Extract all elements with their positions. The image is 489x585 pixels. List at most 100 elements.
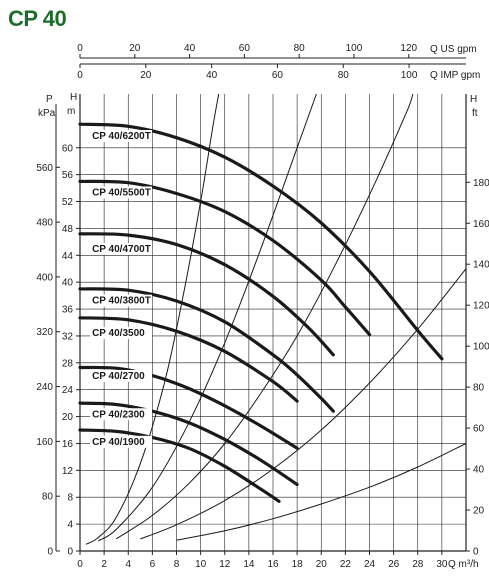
pump-curve: [78, 287, 335, 413]
y-ft-tick-label: 80: [473, 383, 485, 394]
y-head-tick-label: 8: [67, 493, 73, 504]
imp-gpm-tick-label: 100: [401, 70, 418, 81]
y-head-tick-label: 56: [62, 170, 74, 181]
y-ft-tick-label: 100: [473, 342, 489, 353]
x-tick-label: 2: [101, 559, 107, 570]
y-head-axis-label: H: [70, 92, 77, 103]
x-tick-label: 12: [219, 559, 231, 570]
y-head-tick-label: 32: [62, 331, 74, 342]
us-gpm-tick-label: 60: [239, 43, 251, 54]
y-head-tick-label: 52: [62, 197, 74, 208]
x-tick-label: 24: [364, 559, 376, 570]
pump-curve-label: CP 40/3500: [92, 328, 145, 339]
pump-curve-label: CP 40/5500T: [92, 187, 151, 198]
pump-curve-label-bg: [90, 130, 153, 143]
y-head-tick-label: 24: [62, 385, 74, 396]
y-ft-tick-label: 140: [473, 260, 489, 271]
page-title: CP 40: [8, 6, 67, 31]
pressure-tick-label: 480: [36, 218, 53, 229]
us-gpm-tick-label: 40: [184, 43, 196, 54]
pressure-tick-label: 0: [47, 547, 53, 558]
pump-curve: [78, 365, 299, 450]
y-ft-tick-label: 40: [473, 465, 485, 476]
pump-curve: [78, 401, 299, 487]
y-head-tick-label: 36: [62, 305, 74, 316]
us-gpm-tick-label: 120: [400, 43, 417, 54]
x-tick-label: 20: [316, 559, 328, 570]
pressure-tick-label: 80: [42, 492, 54, 503]
x-tick-label: 26: [388, 559, 400, 570]
system-curve: [97, 93, 317, 542]
imp-gpm-tick-label: 60: [272, 70, 284, 81]
pump-curve-label: CP 40/4700T: [92, 244, 151, 255]
x-tick-label: 16: [267, 559, 279, 570]
pump-curve: [78, 428, 281, 503]
system-curve: [115, 93, 414, 540]
pump-curve: [78, 179, 372, 337]
pump-curve-label-bg: [90, 186, 153, 199]
axes: [55, 54, 470, 555]
y-head-tick-label: 0: [67, 547, 73, 558]
imp-gpm-tick-label: 40: [206, 70, 218, 81]
y-head-tick-label: 28: [62, 358, 74, 369]
pump-curve-label: CP 40/6200T: [92, 131, 151, 142]
pressure-tick-label: 240: [36, 382, 53, 393]
y-head-tick-label: 12: [62, 466, 74, 477]
pump-curve-label: CP 40/2700: [92, 371, 145, 382]
y-head-tick-label: 4: [67, 520, 73, 531]
us-gpm-tick-label: 100: [346, 43, 363, 54]
y-ft-tick-label: 60: [473, 424, 485, 435]
pressure-tick-label: 320: [36, 327, 53, 338]
us-gpm-tick-label: 20: [129, 43, 141, 54]
x-tick-label: 10: [195, 559, 207, 570]
y-head-tick-label: 16: [62, 439, 74, 450]
x-tick-label: 18: [292, 559, 304, 570]
y-ft-axis-unit: ft: [472, 108, 478, 119]
y-head-tick-label: 40: [62, 278, 74, 289]
pressure-tick-label: 560: [36, 163, 53, 174]
pump-curve-label-bg: [90, 294, 153, 307]
y-head-tick-label: 60: [62, 143, 74, 154]
x-tick-label: 14: [243, 559, 255, 570]
pump-curve: [78, 232, 335, 357]
pump-curves: CP 40/6200T CP 40/5500T CP 40/4700T CP 40/3…: [78, 122, 444, 503]
pump-curve-label-bg: [90, 326, 153, 339]
imp-gpm-tick-label: 0: [77, 70, 83, 81]
axis-labels: 0 2 4 6 8 10 12 14 16 18 20 22 24 26 28 30 Q m³/h0481216…: [36, 43, 489, 570]
pump-curve-label-bg: [90, 408, 153, 421]
x-tick-label: 28: [412, 559, 424, 570]
us-gpm-axis-label: Q US gpm: [430, 44, 477, 55]
system-curve: [176, 443, 467, 541]
us-gpm-tick-label: 80: [294, 43, 306, 54]
pump-curve: [78, 122, 444, 361]
y-ft-tick-label: 180: [473, 178, 489, 189]
grid: [79, 94, 467, 552]
y-ft-tick-label: 0: [473, 547, 479, 558]
pump-curve-label-bg: [90, 242, 153, 255]
pressure-tick-label: 400: [36, 272, 53, 283]
y-ft-tick-label: 20: [473, 506, 485, 517]
x-tick-label: 0: [77, 559, 83, 570]
y-head-tick-label: 48: [62, 224, 74, 235]
pressure-tick-label: 160: [36, 437, 53, 448]
pump-curve-label: CP 40/3800T: [92, 296, 151, 307]
y-head-axis-unit: m: [67, 106, 75, 117]
x-tick-label: 30: [436, 559, 448, 570]
pump-curve-label-bg: [90, 435, 153, 448]
x-tick-label: 4: [125, 559, 131, 570]
y-ft-axis-label: H: [470, 94, 477, 105]
y-head-tick-label: 20: [62, 412, 74, 423]
x-tick-label: 8: [174, 559, 180, 570]
y-ft-tick-label: 120: [473, 301, 489, 312]
pressure-axis-unit: kPa: [38, 108, 56, 119]
pump-curve-label: CP 40/1900: [92, 437, 145, 448]
y-ft-tick-label: 160: [473, 219, 489, 230]
x-tick-label: 22: [340, 559, 352, 570]
y-head-tick-label: 44: [62, 251, 74, 262]
imp-gpm-tick-label: 20: [140, 70, 152, 81]
x-axis-label: Q m³/h: [448, 559, 479, 570]
pump-curve: [78, 316, 299, 403]
x-tick-label: 6: [150, 559, 156, 570]
imp-gpm-axis-label: Q IMP gpm: [430, 70, 480, 81]
